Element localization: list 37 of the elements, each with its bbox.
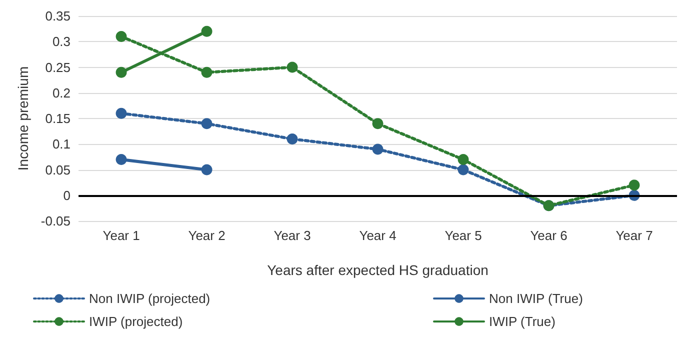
point [628,180,640,191]
legend-label: IWIP (projected) [89,314,183,329]
x-tick-label: Year 6 [530,228,568,243]
point [201,164,212,176]
y-tick-label: 0.15 [45,111,71,126]
point [201,66,212,78]
x-axis-title: Years after expected HS graduation [267,262,488,278]
legend-label: IWIP (True) [489,314,556,329]
legend-label: Non IWIP (projected) [89,291,210,306]
point [201,118,212,130]
x-tick-label: Year 3 [274,228,311,243]
x-tick-label: Year 5 [444,228,482,243]
x-tick-label: Year 7 [616,228,653,243]
y-axis-title: Income premium [15,66,31,171]
point [286,62,298,73]
y-tick-label: 0.05 [45,162,71,178]
y-tick-label: 0.2 [52,85,71,100]
x-tick-label: Year 1 [102,228,140,243]
y-tick-label: 0.25 [45,60,71,75]
point [458,164,469,176]
y-tick-label: 0.1 [52,136,71,152]
y-tick-label: 0.35 [45,8,71,24]
legend-label: Non IWIP (True) [489,291,583,306]
point [201,26,212,37]
point [458,154,469,165]
point [116,66,127,78]
point [372,144,384,155]
point [286,134,298,144]
y-tick-label: 0 [63,188,71,203]
x-tick-label: Year 4 [359,228,396,243]
point [116,31,127,42]
point [116,108,127,119]
point [372,118,384,130]
point [116,154,127,165]
y-tick-label: -0.05 [40,214,71,228]
x-tick-label: Year 2 [188,228,226,243]
y-tick-label: 0.3 [52,34,71,50]
